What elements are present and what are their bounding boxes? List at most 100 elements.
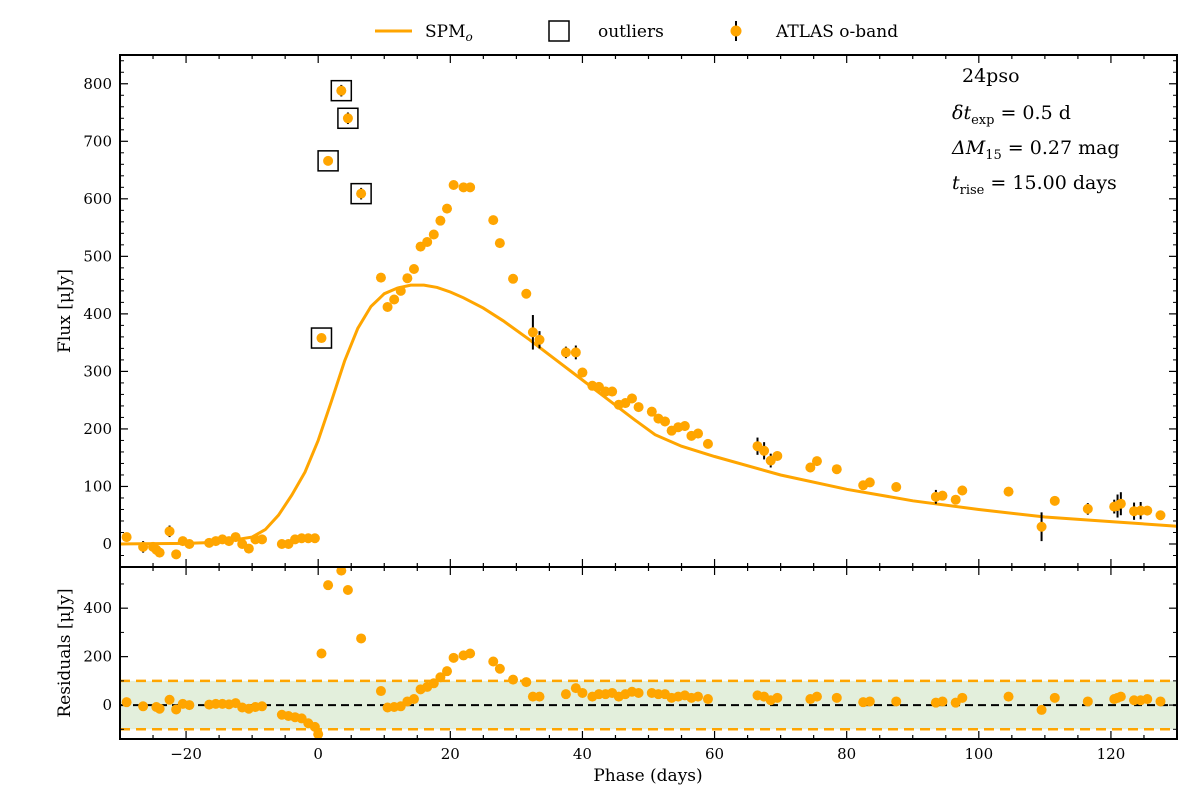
residual-panel: 0 200 400 −20 0 20 40 60 80 100 120 Residuals [μJy… [55,566,1178,786]
data-point [693,428,704,439]
residual-point [1142,694,1153,705]
main-y-tick-label: 300 [83,362,112,380]
data-point [831,464,842,475]
data-point [577,367,588,378]
legend-model-label: SPMo [425,22,473,44]
data-point [560,347,571,358]
data-point [488,215,499,226]
residual-point [577,687,588,698]
residual-point [257,701,268,712]
x-tick-label: 0 [313,745,323,763]
data-point [171,549,182,560]
main-y-axis-title: Flux [μJy] [55,269,75,353]
data-point [660,416,671,427]
data-point [389,294,400,305]
residual-point [184,700,195,711]
residual-point [428,678,439,689]
residual-point [1049,692,1060,703]
main-y-tick-label: 0 [102,535,112,553]
data-point [534,334,545,345]
residual-y-tick-label: 400 [83,599,112,617]
residual-point [521,677,532,688]
annotations: 24pso δtexp = 0.5 d ΔM15 = 0.27 mag tris… [951,65,1120,198]
legend: SPMo outliers ATLAS o-band [375,20,898,44]
data-point [1003,486,1014,497]
main-y-tick-label: 800 [83,75,112,93]
data-point [494,238,505,249]
data-point [811,456,822,467]
residual-point [435,672,446,683]
legend-data-marker-swatch [730,25,742,37]
residual-point [488,656,499,667]
x-tick-label: 60 [705,745,724,763]
data-point [772,450,783,461]
outlier-box [317,150,339,172]
residual-point [336,567,347,576]
residual-point [408,694,419,705]
main-panel: 0 100 200 300 400 500 600 700 800 Flux [μJy] 24p… [55,54,1178,568]
residual-point [171,704,182,715]
main-plot-area [120,79,1177,560]
residual-point [937,696,948,707]
data-point [957,485,968,496]
residual-point [508,674,519,685]
residual-point [891,696,902,707]
data-point [1115,498,1126,509]
data-point [257,534,268,545]
data-point [121,532,132,543]
outlier-box [350,182,372,205]
residual-point [633,687,644,698]
data-point [1155,510,1166,521]
legend-outlier-box-swatch [548,20,570,42]
data-point [950,494,961,505]
data-point [435,215,446,226]
residual-point [693,691,704,702]
data-point [805,462,816,473]
data-point [1082,503,1093,514]
data-point [382,301,393,312]
x-tick-label: 100 [964,745,993,763]
outlier-box [337,107,359,130]
annotation-delta-m15: ΔM15 = 0.27 mag [951,137,1120,163]
main-y-tick-label: 500 [83,247,112,265]
residual-plot-area [121,567,1166,739]
main-y-tick-label: 100 [83,477,112,495]
data-point [422,236,433,247]
residual-point [442,666,453,677]
data-point [1142,505,1153,516]
x-tick-label: 40 [573,745,592,763]
residual-point [702,694,713,705]
annotation-explosion-time: δtexp = 0.5 d [952,102,1071,128]
data-point [154,547,165,558]
data-point [243,543,254,554]
outlier-box [330,79,353,102]
data-point [138,541,149,552]
x-tick-label: 20 [441,745,460,763]
main-panel-frame [119,54,1178,568]
residual-band [120,679,1177,731]
residual-point [957,692,968,703]
data-point [375,272,386,283]
data-point [448,180,459,191]
residual-point [494,663,505,674]
data-point [626,393,637,404]
residual-y-tick-label: 0 [102,696,112,714]
residual-point [154,703,165,714]
residual-point [121,697,132,708]
data-point [402,273,413,284]
data-point [702,438,713,449]
main-y-tick-label: 600 [83,190,112,208]
residual-y-axis-title: Residuals [μJy] [55,588,75,717]
data-point [508,273,519,284]
legend-data-label: ATLAS o-band [775,22,898,42]
residual-point [534,691,545,702]
x-axis-title: Phase (days) [593,766,702,786]
residual-point [448,652,459,663]
outlier-point [356,188,367,199]
x-tick-label: 80 [837,745,856,763]
residual-point [313,729,324,739]
data-point [230,532,241,543]
data-point [679,421,690,432]
annotation-object-name: 24pso [962,65,1020,87]
